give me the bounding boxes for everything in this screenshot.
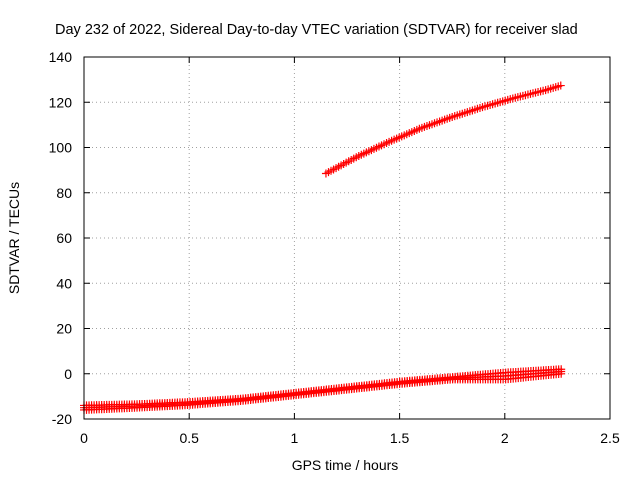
x-tick-label: 1.5 xyxy=(390,430,410,446)
x-tick-label: 1 xyxy=(291,430,299,446)
y-tick-label: 80 xyxy=(56,185,72,201)
y-tick-label: 100 xyxy=(49,140,73,156)
plot-frame xyxy=(83,56,611,420)
y-tick-label: 0 xyxy=(64,366,72,382)
y-tick-label: 140 xyxy=(49,49,73,65)
y-tick-label: 40 xyxy=(56,275,72,291)
x-tick-label: 2 xyxy=(501,430,509,446)
y-axis-label: SDTVAR / TECUs xyxy=(6,182,22,294)
x-axis-label: GPS time / hours xyxy=(292,457,399,473)
axis-ticks: 0 0.5 1 1.5 2 2.5 -20 0 20 40 60 80 100 120 140 xyxy=(49,49,620,446)
chart-title: Day 232 of 2022, Sidereal Day-to-day VTE… xyxy=(55,22,578,38)
x-tick-label: 0 xyxy=(80,430,88,446)
y-tick-label: 60 xyxy=(56,230,72,246)
data-points xyxy=(80,81,566,414)
y-tick-label: -20 xyxy=(52,411,72,427)
lower-band-point xyxy=(557,365,566,374)
x-tick-label: 0.5 xyxy=(179,430,199,446)
upper-arc-point xyxy=(556,81,565,90)
y-tick-label: 20 xyxy=(56,321,72,337)
x-tick-label: 2.5 xyxy=(600,430,620,446)
grid xyxy=(84,57,610,419)
y-tick-label: 120 xyxy=(49,94,73,110)
